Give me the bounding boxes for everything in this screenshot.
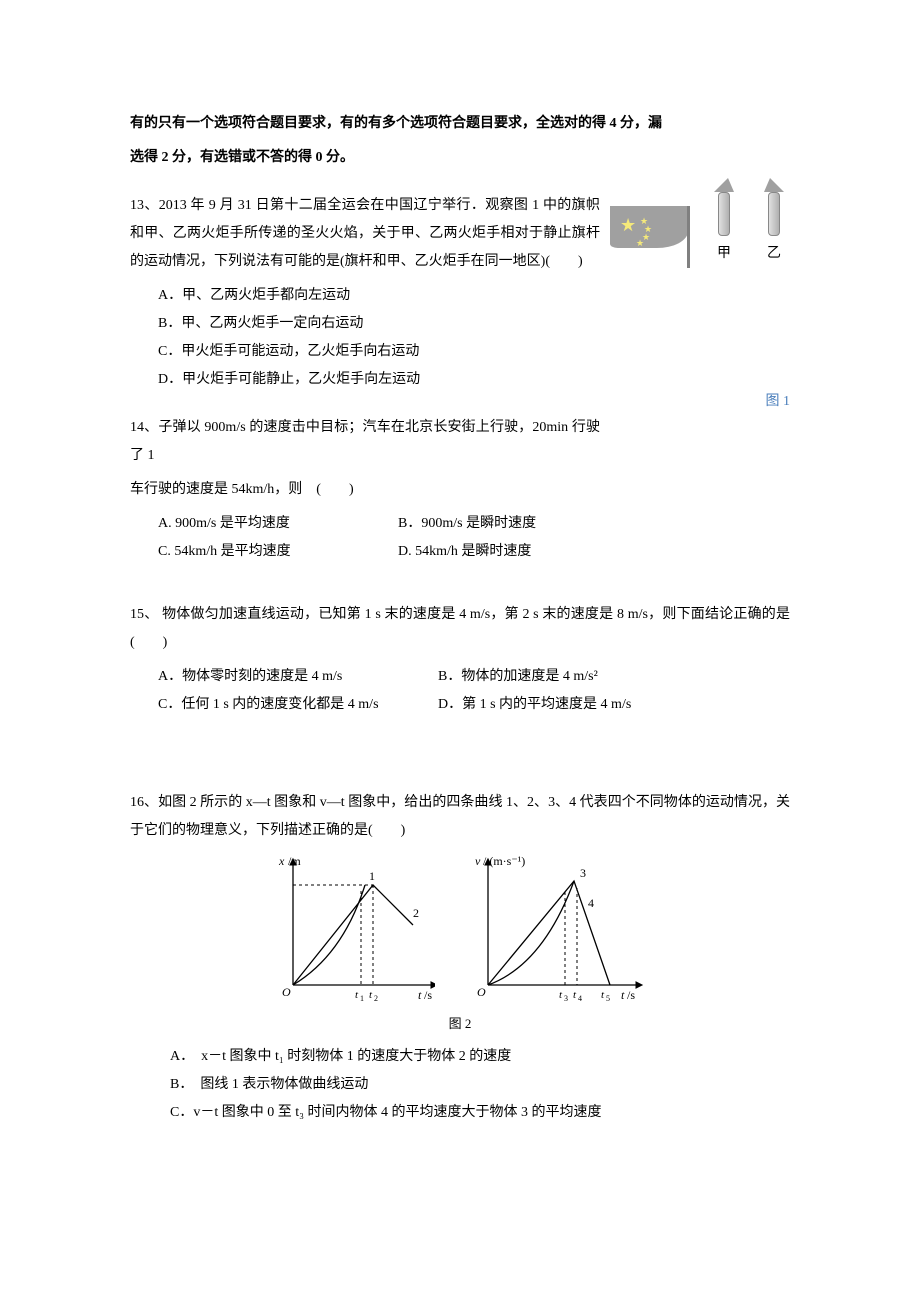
q14-option-a: A. 900m/s 是平均速度 xyxy=(158,510,398,538)
q14-option-d: D. 54km/h 是瞬时速度 xyxy=(398,538,638,566)
star-icon: ★ xyxy=(620,207,636,243)
q16-option-a: A． x－t 图象中 t₁ 时刻物体 1 的速度大于物体 2 的速度 xyxy=(170,1043,790,1071)
figure-1-drawing: ★ ★ ★ ★ ★ 甲 乙 xyxy=(610,178,790,268)
instructions-line1: 有的只有一个选项符合题目要求，有的有多个选项符合题目要求，全选对的得 4 分，漏 xyxy=(130,110,790,138)
q16-number: 16、 xyxy=(130,795,158,810)
q15-option-b: B．物体的加速度是 4 m/s² xyxy=(438,663,678,691)
torch-stick-icon xyxy=(718,192,730,236)
svg-text:O: O xyxy=(282,985,291,999)
figure-2-caption: 图 2 xyxy=(130,1011,790,1037)
svg-text:t: t xyxy=(355,989,359,1001)
svg-text:O: O xyxy=(477,985,486,999)
svg-text:t: t xyxy=(369,989,373,1001)
torch-jia: 甲 xyxy=(708,178,740,268)
q15-options: A．物体零时刻的速度是 4 m/s B．物体的加速度是 4 m/s² C．任何 … xyxy=(130,663,790,719)
figure-1-container: ★ ★ ★ ★ ★ 甲 乙 图 1 xyxy=(610,178,790,416)
flagpole-icon xyxy=(687,206,690,268)
svg-text:t: t xyxy=(601,989,605,1001)
q15-text: 15、 物体做匀加速直线运动，已知第 1 s 末的速度是 4 m/s，第 2 s… xyxy=(130,601,790,657)
svg-text:t: t xyxy=(621,988,625,1002)
q13-body: 2013 年 9 月 31 日第十二届全运会在中国辽宁举行．观察图 1 中的旗帜… xyxy=(130,198,600,269)
q15-body: 物体做匀加速直线运动，已知第 1 s 末的速度是 4 m/s，第 2 s 末的速… xyxy=(130,607,790,650)
q14-options: A. 900m/s 是平均速度 B．900m/s 是瞬时速度 C. 54km/h… xyxy=(130,510,790,566)
flag-cloth: ★ ★ ★ ★ ★ xyxy=(610,206,688,248)
svg-text:2: 2 xyxy=(374,994,378,1003)
q14-text-line1: 14、子弹以 900m/s 的速度击中目标；汽车在北京长安街上行驶，20min … xyxy=(130,414,790,470)
flag-icon: ★ ★ ★ ★ ★ xyxy=(610,206,690,268)
q15-option-a: A．物体零时刻的速度是 4 m/s xyxy=(158,663,438,691)
svg-text:3: 3 xyxy=(580,866,586,880)
torch-stick-icon xyxy=(768,192,780,236)
svg-text:/s: /s xyxy=(627,988,635,1002)
q16-options: A． x－t 图象中 t₁ 时刻物体 1 的速度大于物体 2 的速度 B． 图线… xyxy=(130,1043,790,1127)
svg-text:t: t xyxy=(573,989,577,1001)
figure-2-charts: 1 2 x /m O t 1 t 2 t /s xyxy=(130,855,790,1005)
q14-option-c: C. 54km/h 是平均速度 xyxy=(158,538,398,566)
svg-text:1: 1 xyxy=(360,994,364,1003)
vt-chart: 3 4 v / (m·s⁻¹) O t 3 t 4 t 5 t /s xyxy=(470,855,645,1005)
q16-option-b: B． 图线 1 表示物体做曲线运动 xyxy=(170,1071,790,1099)
instructions-line2: 选得 2 分，有选错或不答的得 0 分。 xyxy=(130,144,790,172)
flame-icon xyxy=(714,178,734,192)
svg-text:t: t xyxy=(418,988,422,1002)
svg-text:4: 4 xyxy=(578,994,582,1003)
svg-text:2: 2 xyxy=(413,906,419,920)
q16-option-c: C．v－t 图象中 0 至 t₃ 时间内物体 4 的平均速度大于物体 3 的平均… xyxy=(170,1099,790,1127)
svg-text:v: v xyxy=(475,855,481,868)
q15-option-d: D．第 1 s 内的平均速度是 4 m/s xyxy=(438,691,678,719)
torch-label-yi: 乙 xyxy=(767,240,781,268)
q14-option-b: B．900m/s 是瞬时速度 xyxy=(398,510,638,538)
svg-text:4: 4 xyxy=(588,896,594,910)
q13-number: 13、 xyxy=(130,198,159,213)
q16-body: 如图 2 所示的 x—t 图象和 v—t 图象中，给出的四条曲线 1、2、3、4… xyxy=(130,795,790,838)
q15-option-c: C．任何 1 s 内的速度变化都是 4 m/s xyxy=(158,691,438,719)
svg-text:/m: /m xyxy=(288,855,301,868)
svg-text:t: t xyxy=(559,989,563,1001)
q14-number: 14、 xyxy=(130,420,158,435)
q16-text: 16、如图 2 所示的 x—t 图象和 v—t 图象中，给出的四条曲线 1、2、… xyxy=(130,789,790,845)
svg-text:/ (m·s⁻¹): / (m·s⁻¹) xyxy=(483,855,525,868)
q14-text-line2: 车行驶的速度是 54km/h，则 ( ) xyxy=(130,476,790,504)
svg-text:3: 3 xyxy=(564,994,568,1003)
xt-chart: 1 2 x /m O t 1 t 2 t /s xyxy=(275,855,435,1005)
star-icon: ★ xyxy=(636,234,644,252)
q14-body1: 子弹以 900m/s 的速度击中目标；汽车在北京长安街上行驶，20min 行驶了… xyxy=(130,420,600,463)
svg-text:1: 1 xyxy=(369,869,375,883)
torch-label-jia: 甲 xyxy=(717,240,731,268)
svg-text:5: 5 xyxy=(606,994,610,1003)
torch-yi: 乙 xyxy=(758,178,790,268)
q15-number: 15、 xyxy=(130,607,158,622)
figure-1-label: 图 1 xyxy=(610,388,790,416)
svg-text:/s: /s xyxy=(424,988,432,1002)
flame-icon xyxy=(764,178,784,192)
svg-text:x: x xyxy=(278,855,285,868)
